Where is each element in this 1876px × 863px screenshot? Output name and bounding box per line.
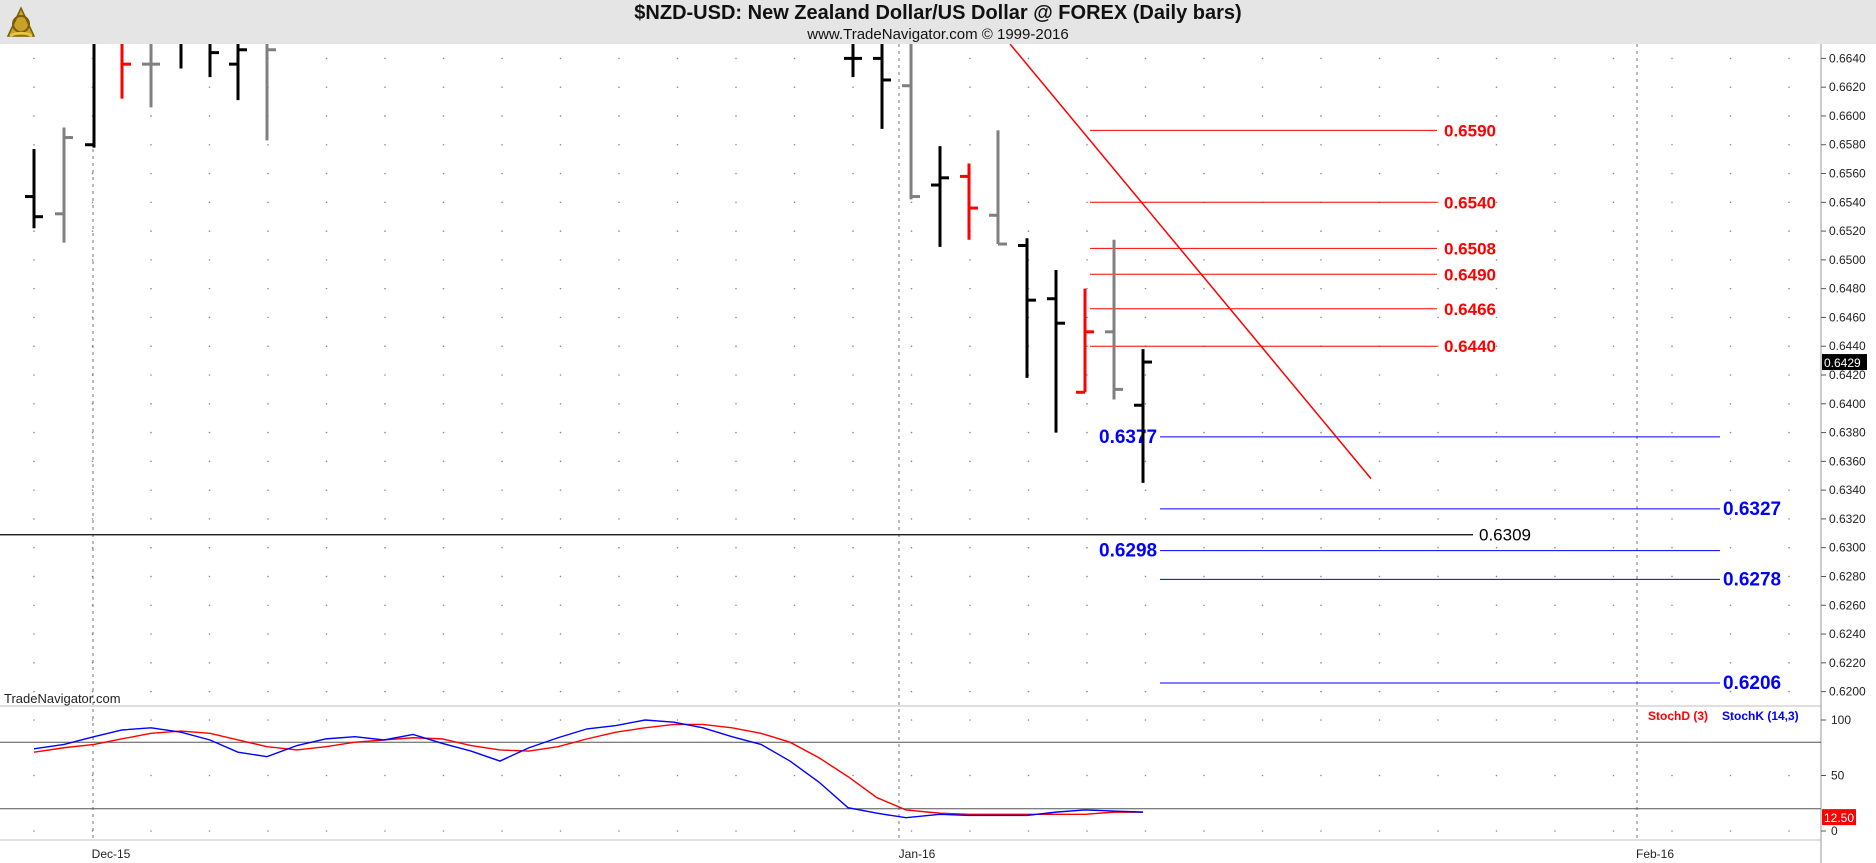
ohlc-bar bbox=[989, 130, 1007, 246]
osc-y-tick-label: 50 bbox=[1831, 769, 1845, 783]
ohlc-bar bbox=[229, 44, 247, 101]
y-tick-label: 0.6620 bbox=[1829, 80, 1866, 94]
osc-grid-dots bbox=[33, 719, 1790, 832]
stoch-line bbox=[33, 723, 1143, 816]
y-tick-label: 0.6280 bbox=[1829, 569, 1866, 583]
y-tick-label: 0.6260 bbox=[1829, 598, 1866, 612]
y-tick-label: 0.6560 bbox=[1829, 167, 1866, 181]
support-label: 0.6309 bbox=[1479, 526, 1531, 545]
last-price-label: 0.6429 bbox=[1824, 356, 1861, 370]
ohlc-bar bbox=[25, 149, 43, 229]
ohlc-bar bbox=[873, 44, 891, 129]
red-fib-levels: 0.6590 0.6540 0.6508 0.6490 0.6466 0.6440 bbox=[1090, 121, 1496, 356]
ohlc-bar bbox=[179, 44, 183, 69]
blue-level-label: 0.6298 bbox=[1099, 541, 1157, 562]
red-level-label: 0.6540 bbox=[1444, 193, 1496, 212]
ohlc-bar bbox=[1134, 349, 1152, 483]
ohlc-bar bbox=[120, 44, 131, 99]
red-level-label: 0.6490 bbox=[1444, 265, 1496, 284]
red-level-label: 0.6466 bbox=[1444, 300, 1496, 319]
ohlc-bar bbox=[931, 146, 949, 247]
ohlc-bar bbox=[1018, 238, 1036, 378]
x-tick-label: Feb-16 bbox=[1636, 847, 1674, 861]
y-tick-label: 0.6360 bbox=[1829, 454, 1866, 468]
ohlc-bar bbox=[265, 44, 276, 141]
y-tick-label: 0.6440 bbox=[1829, 339, 1866, 353]
y-tick-label: 0.6420 bbox=[1829, 368, 1866, 382]
ohlc-bar bbox=[844, 44, 862, 78]
osc-last-box bbox=[1822, 809, 1856, 826]
y-tick-label: 0.6220 bbox=[1829, 656, 1866, 670]
y-tick-label: 0.6380 bbox=[1829, 426, 1866, 440]
last-price-box bbox=[1822, 354, 1867, 371]
y-tick-label: 0.6300 bbox=[1829, 541, 1866, 555]
stoch-line bbox=[33, 719, 1144, 819]
blue-level-label: 0.6377 bbox=[1099, 427, 1157, 448]
y-tick-label: 0.6480 bbox=[1829, 282, 1866, 296]
y-tick-label: 0.6520 bbox=[1829, 224, 1866, 238]
red-level-label: 0.6508 bbox=[1444, 239, 1496, 258]
y-tick-label: 0.6640 bbox=[1829, 51, 1866, 65]
ohlc-bar bbox=[208, 44, 219, 78]
chart-header bbox=[0, 0, 1876, 44]
blue-fib-levels: 0.6377 0.6327 0.6298 0.6278 0.6206 bbox=[1099, 427, 1781, 694]
ohlc-bar bbox=[1076, 288, 1094, 394]
stoch-legend-label: StochD (3) bbox=[1648, 709, 1708, 723]
ohlc-bar bbox=[1105, 239, 1123, 400]
y-tick-label: 0.6340 bbox=[1829, 483, 1866, 497]
osc-y-tick-label: 100 bbox=[1831, 713, 1851, 727]
red-level-label: 0.6440 bbox=[1444, 337, 1496, 356]
y-tick-label: 0.6240 bbox=[1829, 627, 1866, 641]
y-tick-label: 0.6540 bbox=[1829, 195, 1866, 209]
stochastic-series bbox=[33, 719, 1144, 819]
watermark-text: TradeNavigator.com bbox=[4, 691, 121, 706]
y-tick-label: 0.6400 bbox=[1829, 397, 1866, 411]
chart-title: $NZD-USD: New Zealand Dollar/US Dollar @… bbox=[634, 2, 1242, 24]
ohlc-bar bbox=[1047, 269, 1065, 433]
ohlc-bar bbox=[85, 44, 96, 148]
osc-last-label: 12.50 bbox=[1824, 811, 1854, 825]
x-tick-label: Jan-16 bbox=[899, 847, 936, 861]
red-level-label: 0.6590 bbox=[1444, 121, 1496, 140]
ohlc-bar bbox=[902, 44, 920, 200]
ohlc-bar bbox=[960, 163, 978, 240]
y-tick-label: 0.6500 bbox=[1829, 253, 1866, 267]
sextant-logo-icon bbox=[6, 6, 36, 38]
ohlc-bars bbox=[25, 44, 1152, 483]
blue-level-label: 0.6327 bbox=[1723, 499, 1781, 520]
ohlc-bar bbox=[142, 44, 160, 108]
ohlc-bar bbox=[55, 127, 73, 243]
blue-level-label: 0.6206 bbox=[1723, 673, 1781, 694]
y-tick-label: 0.6460 bbox=[1829, 310, 1866, 324]
x-tick-label: Dec-15 bbox=[92, 847, 131, 861]
chart-subtitle: www.TradeNavigator.com © 1999-2016 bbox=[807, 26, 1069, 43]
y-tick-label: 0.6580 bbox=[1829, 138, 1866, 152]
stoch-legend-label: StochK (14,3) bbox=[1722, 709, 1799, 723]
blue-level-label: 0.6278 bbox=[1723, 569, 1781, 590]
osc-y-tick-label: 0 bbox=[1831, 824, 1838, 838]
y-tick-label: 0.6600 bbox=[1829, 109, 1866, 123]
trendline bbox=[1009, 44, 1372, 480]
y-tick-label: 0.6320 bbox=[1829, 512, 1866, 526]
y-tick-label: 0.6200 bbox=[1829, 685, 1866, 699]
